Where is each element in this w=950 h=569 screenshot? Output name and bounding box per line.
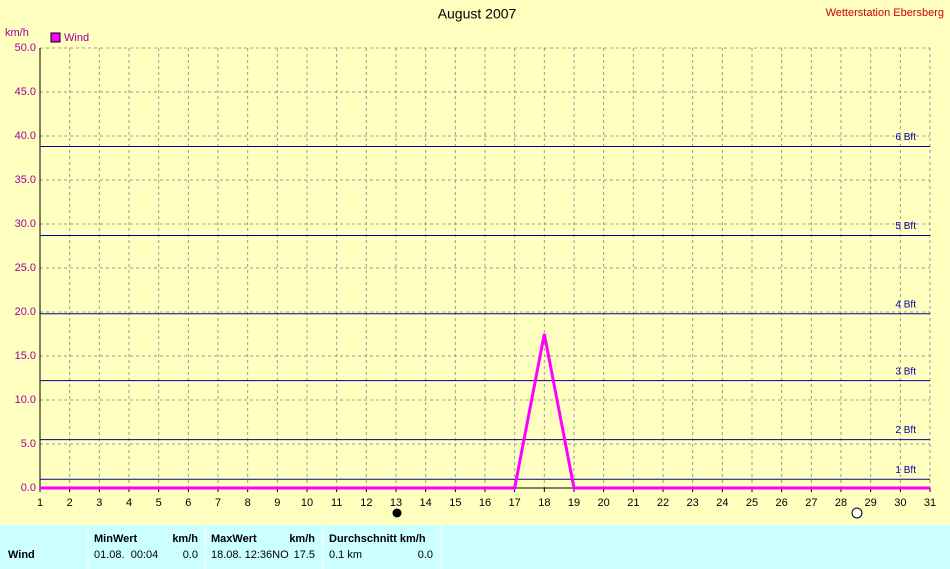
table-cell: 0.1 km	[329, 549, 362, 561]
y-tick-label: 0.0	[21, 482, 36, 494]
y-axis-label: km/h	[5, 27, 29, 39]
x-tick-label: 15	[449, 497, 461, 509]
reference-label: 1 Bft	[895, 465, 916, 476]
table-row-label: Wind	[8, 549, 35, 561]
x-tick-label: 20	[598, 497, 610, 509]
y-tick-label: 50.0	[15, 42, 36, 54]
table-header: MaxWert	[211, 533, 257, 545]
legend-label: Wind	[64, 32, 89, 44]
source: Wetterstation Ebersberg	[826, 7, 944, 19]
background	[0, 0, 950, 525]
stats-table	[0, 525, 950, 569]
x-tick-label: 25	[746, 497, 758, 509]
x-tick-label: 12	[360, 497, 372, 509]
x-tick-label: 16	[479, 497, 491, 509]
reference-label: 3 Bft	[895, 366, 916, 377]
y-tick-label: 30.0	[15, 218, 36, 230]
x-tick-label: 1	[37, 497, 43, 509]
x-tick-label: 28	[835, 497, 847, 509]
chart-title: August 2007	[438, 6, 517, 22]
reference-label: 6 Bft	[895, 132, 916, 143]
x-tick-label: 13	[390, 497, 402, 509]
x-tick-label: 23	[687, 497, 699, 509]
reference-label: 2 Bft	[895, 425, 916, 436]
moon-new	[392, 508, 402, 518]
x-tick-label: 6	[185, 497, 191, 509]
x-tick-label: 10	[301, 497, 313, 509]
table-unit: km/h	[289, 533, 315, 545]
x-tick-label: 30	[894, 497, 906, 509]
table-header: Durchschnitt km/h	[329, 533, 426, 545]
table-cell: 18.08. 12:36NO	[211, 549, 289, 561]
x-tick-label: 5	[156, 497, 162, 509]
x-tick-label: 14	[420, 497, 432, 509]
y-tick-label: 25.0	[15, 262, 36, 274]
table-header: MinWert	[94, 533, 138, 545]
table-unit: km/h	[172, 533, 198, 545]
y-tick-label: 45.0	[15, 86, 36, 98]
x-tick-label: 24	[716, 497, 728, 509]
table-cell: 17.5	[294, 549, 315, 561]
x-tick-label: 2	[67, 497, 73, 509]
x-tick-label: 19	[568, 497, 580, 509]
x-tick-label: 26	[776, 497, 788, 509]
y-tick-label: 20.0	[15, 306, 36, 318]
x-tick-label: 18	[538, 497, 550, 509]
x-tick-label: 29	[865, 497, 877, 509]
y-tick-label: 10.0	[15, 394, 36, 406]
x-tick-label: 11	[331, 497, 342, 509]
legend-swatch	[50, 32, 61, 43]
x-tick-label: 3	[96, 497, 102, 509]
moon-full	[851, 507, 863, 519]
x-tick-label: 4	[126, 497, 132, 509]
x-tick-label: 27	[805, 497, 817, 509]
y-tick-label: 5.0	[21, 438, 36, 450]
y-tick-label: 35.0	[15, 174, 36, 186]
y-tick-label: 15.0	[15, 350, 36, 362]
table-cell: 01.08. 00:04	[94, 549, 158, 561]
reference-label: 5 Bft	[895, 221, 916, 232]
x-tick-label: 9	[274, 497, 280, 509]
reference-label: 4 Bft	[895, 299, 916, 310]
table-cell: 0.0	[418, 549, 433, 561]
x-tick-label: 31	[924, 497, 936, 509]
x-tick-label: 8	[245, 497, 251, 509]
x-tick-label: 7	[215, 497, 221, 509]
x-tick-label: 21	[627, 497, 639, 509]
x-tick-label: 17	[509, 497, 521, 509]
x-tick-label: 22	[657, 497, 669, 509]
y-tick-label: 40.0	[15, 130, 36, 142]
series-line	[40, 333, 930, 490]
table-cell: 0.0	[183, 549, 198, 561]
